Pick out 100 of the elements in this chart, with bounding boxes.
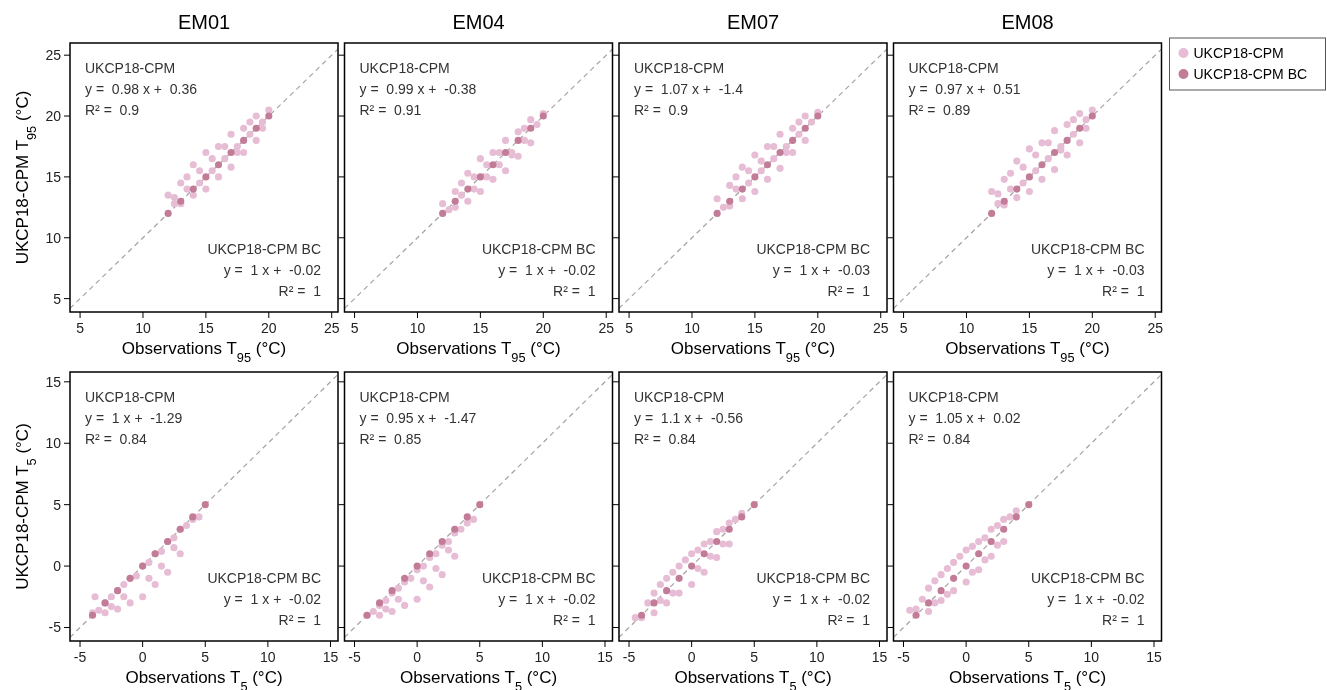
x-tick-label: 5 [899, 320, 908, 336]
point [962, 562, 970, 570]
x-tick-label: 10 [260, 649, 276, 665]
point [912, 605, 920, 613]
point [451, 197, 459, 205]
point [501, 148, 510, 157]
x-tick-label: 20 [535, 320, 552, 336]
point [202, 185, 210, 193]
point [394, 595, 402, 603]
y-tick-label: 5 [53, 290, 62, 307]
point [413, 595, 421, 603]
point [495, 161, 503, 169]
annotation: y = 1.1 x + -0.56 [634, 410, 744, 426]
point [451, 203, 459, 211]
point [107, 603, 115, 611]
point [407, 574, 415, 582]
annotation: y = 1 x + -0.02 [498, 262, 596, 278]
annotation: y = 1 x + -0.02 [223, 262, 322, 278]
point [789, 148, 797, 157]
point [246, 130, 254, 138]
point [457, 179, 466, 187]
point [738, 185, 746, 193]
annotation: UKCP18-CPM BC [481, 570, 596, 586]
point [700, 540, 708, 548]
y-tick-label: 20 [45, 108, 62, 125]
annotation: R² = 0.84 [85, 431, 148, 447]
point [214, 173, 223, 181]
point [489, 148, 497, 157]
point [438, 571, 446, 579]
point [925, 599, 933, 607]
point [968, 568, 976, 576]
x-tick-label: 5 [201, 649, 210, 665]
point [801, 136, 809, 144]
point [719, 525, 727, 533]
point [1019, 163, 1027, 171]
point [694, 546, 702, 554]
point [719, 203, 727, 211]
point [233, 142, 241, 151]
y-tick-label: 10 [45, 229, 62, 246]
point [795, 130, 803, 138]
point [1032, 151, 1040, 159]
annotation: UKCP18-CPM [359, 389, 450, 405]
point [183, 173, 191, 181]
x-tick-label: 0 [687, 649, 696, 665]
point [1000, 537, 1008, 546]
point [189, 191, 197, 199]
x-axis-title: Observations T$_{5}$ (°C) [948, 668, 1107, 690]
x-tick-label: -5 [73, 649, 87, 665]
x-tick-label: 10 [958, 320, 975, 336]
point [1050, 166, 1059, 174]
point [196, 179, 204, 187]
y-tick-label: -5 [48, 619, 62, 636]
point [681, 556, 689, 564]
point [782, 142, 790, 151]
point [170, 194, 178, 202]
point [157, 562, 165, 570]
point [656, 596, 664, 605]
point [776, 148, 784, 157]
point [1044, 155, 1052, 163]
point [483, 173, 491, 181]
annotation: R² = 1 [1102, 612, 1145, 628]
point [1038, 139, 1046, 147]
x-tick-label: 15 [1021, 320, 1038, 336]
point [725, 525, 733, 533]
x-tick-label: 20 [1084, 320, 1101, 336]
x-tick-label: 15 [198, 320, 214, 336]
point [196, 167, 204, 175]
y-tick-label: 15 [45, 373, 62, 390]
x-tick-label: 10 [135, 320, 151, 336]
point [1038, 175, 1046, 183]
point [738, 195, 746, 203]
point [751, 151, 759, 159]
point [993, 541, 1002, 549]
annotation: R² = 0.84 [908, 431, 971, 447]
point [202, 148, 210, 157]
point [527, 139, 535, 147]
x-tick-label: 15 [322, 649, 339, 665]
annotation: y = 1.05 x + 0.02 [908, 410, 1021, 426]
point [183, 185, 191, 193]
x-tick-label: -5 [348, 649, 361, 665]
annotation: y = 1.07 x + -1.4 [634, 81, 744, 97]
x-tick-label: 15 [597, 649, 613, 665]
x-tick-label: 5 [625, 320, 634, 336]
point [170, 200, 178, 208]
point [189, 161, 197, 169]
point [725, 519, 733, 527]
x-tick-label: 15 [1146, 649, 1162, 665]
point [476, 501, 484, 509]
point [439, 200, 447, 208]
point [451, 525, 459, 533]
point [738, 163, 746, 171]
annotation: UKCP18-CPM BC [207, 570, 321, 586]
point [1088, 106, 1096, 114]
point [258, 118, 267, 126]
point [751, 173, 759, 181]
annotation: UKCP18-CPM [85, 60, 176, 76]
point [227, 148, 235, 157]
annotation: UKCP18-CPM [359, 60, 450, 76]
x-tick-label: 5 [350, 320, 359, 336]
point [514, 152, 522, 160]
